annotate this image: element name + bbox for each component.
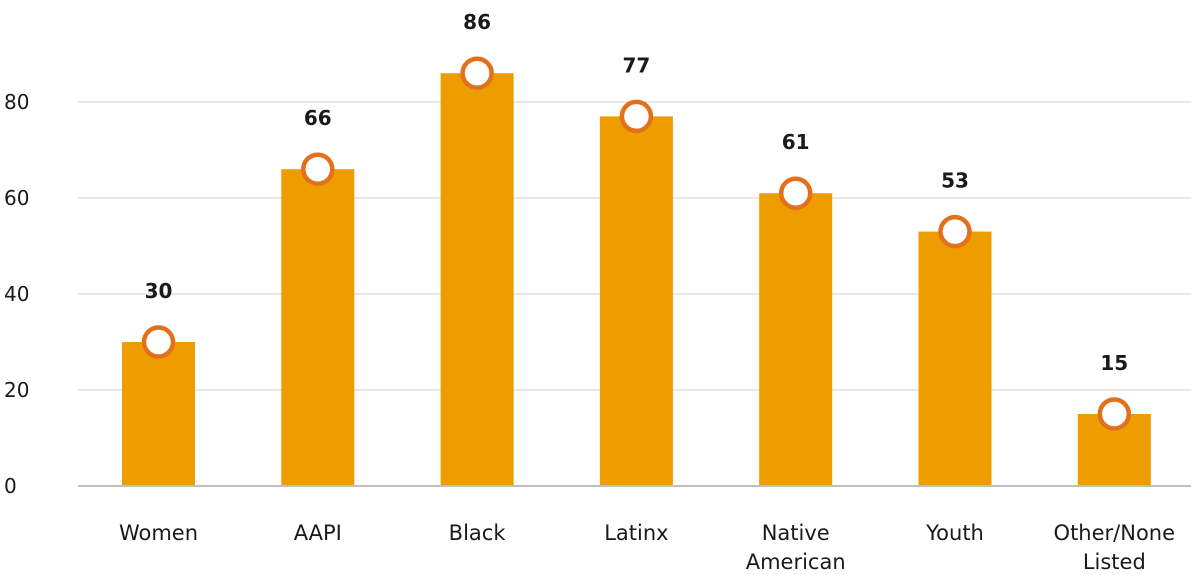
bars <box>122 73 1151 487</box>
data-label: 77 <box>622 53 650 77</box>
category-label-line: Latinx <box>604 521 668 545</box>
category-label-line: Listed <box>1083 550 1146 574</box>
point-markers <box>141 56 1132 431</box>
data-label: 61 <box>782 130 810 154</box>
category-label: Native American <box>746 521 846 574</box>
data-label: 15 <box>1100 351 1128 375</box>
category-label-line: Native <box>762 521 830 545</box>
category-label: Black <box>449 521 507 545</box>
point-marker <box>1097 397 1132 431</box>
y-axis-tick-labels: 0 20 40 60 80 <box>4 90 29 498</box>
point-marker <box>301 152 335 186</box>
category-label-line: AAPI <box>294 521 342 545</box>
y-tick-label: 80 <box>4 90 29 114</box>
category-label: AAPI <box>294 521 342 545</box>
point-marker <box>938 214 972 249</box>
bar <box>440 73 514 486</box>
category-label: Women <box>119 521 198 545</box>
category-label-line: Women <box>119 521 198 545</box>
y-tick-label: 0 <box>4 474 17 498</box>
y-tick-label: 20 <box>4 378 29 402</box>
category-label: Latinx <box>604 521 668 545</box>
category-label: Other/None Listed <box>1054 521 1176 574</box>
data-label: 30 <box>145 279 173 303</box>
bar <box>759 193 833 486</box>
data-label: 66 <box>304 106 332 130</box>
bar <box>599 116 673 487</box>
data-label: 53 <box>941 169 969 193</box>
category-label-line: American <box>746 550 846 574</box>
y-tick-label: 40 <box>4 282 29 306</box>
bar <box>281 169 355 486</box>
point-marker <box>460 56 494 90</box>
category-label-line: Youth <box>925 521 984 545</box>
point-marker <box>141 325 176 359</box>
data-label: 86 <box>463 10 491 34</box>
data-labels: 30 66 86 77 61 53 15 <box>145 10 1129 375</box>
bar <box>122 342 195 486</box>
point-marker <box>778 176 813 210</box>
category-label-line: Black <box>449 521 507 545</box>
x-axis-category-labels: Women AAPI Black Latinx Native American Youth O… <box>119 521 1175 574</box>
category-label-line: Other/None <box>1054 521 1176 545</box>
point-marker <box>619 99 654 134</box>
category-label: Youth <box>925 521 984 545</box>
bar <box>918 231 992 486</box>
y-tick-label: 60 <box>4 186 29 210</box>
